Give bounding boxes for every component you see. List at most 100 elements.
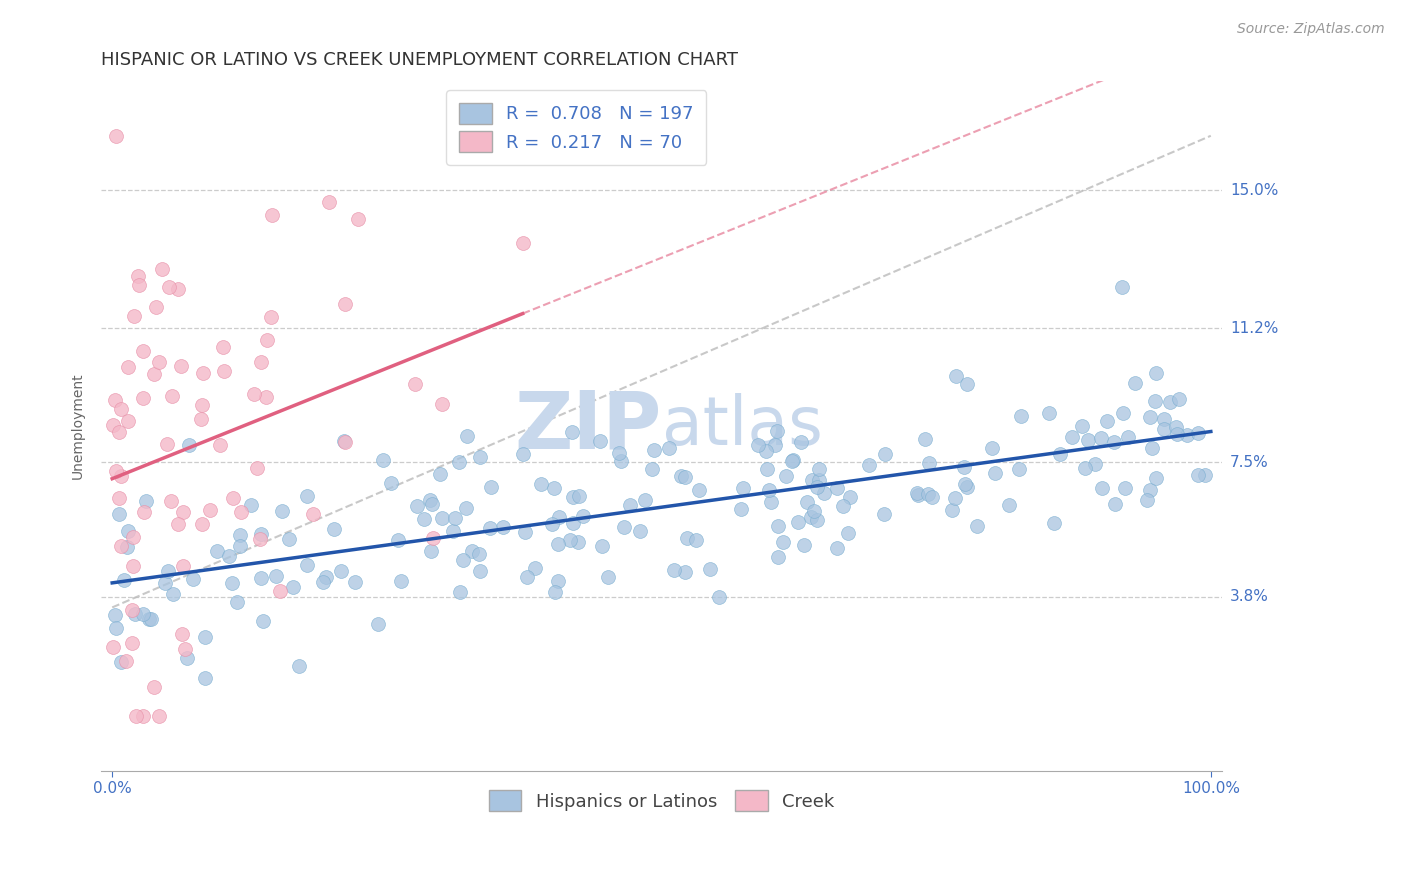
Point xyxy=(1194,467,1216,482)
Point xyxy=(955,377,977,392)
Point xyxy=(157,564,180,578)
Point xyxy=(1175,427,1198,442)
Point xyxy=(1112,406,1135,420)
Point xyxy=(766,550,789,565)
Point xyxy=(249,533,271,547)
Point xyxy=(229,540,252,554)
Point xyxy=(766,424,789,438)
Point xyxy=(162,586,184,600)
Point xyxy=(138,612,160,626)
Point xyxy=(142,367,165,381)
Point xyxy=(122,559,145,574)
Point xyxy=(132,343,155,358)
Point xyxy=(104,393,127,408)
Point xyxy=(429,467,451,481)
Point xyxy=(115,540,138,554)
Point xyxy=(610,454,633,468)
Point xyxy=(449,585,471,599)
Point xyxy=(921,491,943,505)
Point xyxy=(787,515,810,529)
Point xyxy=(127,268,149,283)
Point xyxy=(628,524,651,538)
Point xyxy=(419,493,441,508)
Point xyxy=(591,539,613,553)
Point xyxy=(323,522,346,536)
Point xyxy=(1144,394,1167,409)
Point xyxy=(688,483,710,497)
Point xyxy=(430,510,453,524)
Point xyxy=(166,516,188,531)
Point xyxy=(252,614,274,628)
Point xyxy=(541,516,564,531)
Point xyxy=(160,389,183,403)
Point xyxy=(124,607,146,621)
Point xyxy=(1114,481,1136,495)
Point xyxy=(1111,280,1133,294)
Point xyxy=(561,490,583,504)
Point xyxy=(468,547,491,561)
Text: atlas: atlas xyxy=(661,393,823,459)
Point xyxy=(907,488,929,502)
Point xyxy=(405,499,427,513)
Point xyxy=(1038,406,1060,420)
Point xyxy=(131,709,153,723)
Point xyxy=(312,575,335,590)
Point xyxy=(181,572,204,586)
Point xyxy=(800,510,823,524)
Point xyxy=(454,500,477,515)
Point xyxy=(212,364,235,378)
Point xyxy=(914,432,936,446)
Point xyxy=(104,621,127,635)
Point xyxy=(444,511,467,525)
Point xyxy=(676,531,699,545)
Text: HISPANIC OR LATINO VS CREEK UNEMPLOYMENT CORRELATION CHART: HISPANIC OR LATINO VS CREEK UNEMPLOYMENT… xyxy=(101,51,738,69)
Point xyxy=(966,519,988,533)
Point xyxy=(512,236,534,251)
Point xyxy=(166,282,188,296)
Point xyxy=(567,534,589,549)
Point xyxy=(1070,418,1092,433)
Point xyxy=(132,506,155,520)
Point xyxy=(148,709,170,723)
Point xyxy=(1140,441,1163,455)
Point xyxy=(1102,435,1125,450)
Point xyxy=(172,559,194,574)
Point xyxy=(766,518,789,533)
Point xyxy=(813,486,835,500)
Point xyxy=(755,462,778,476)
Point xyxy=(1168,392,1191,406)
Point xyxy=(277,532,299,546)
Point xyxy=(110,539,132,553)
Point xyxy=(256,334,278,348)
Point xyxy=(128,278,150,293)
Text: 15.0%: 15.0% xyxy=(1230,183,1278,198)
Point xyxy=(1010,409,1032,423)
Point xyxy=(117,414,139,428)
Point xyxy=(543,481,565,495)
Point xyxy=(205,543,228,558)
Y-axis label: Unemployment: Unemployment xyxy=(72,373,86,479)
Point xyxy=(404,377,426,392)
Point xyxy=(782,453,804,467)
Point xyxy=(108,425,131,440)
Point xyxy=(780,454,803,468)
Point xyxy=(516,570,538,584)
Point xyxy=(478,521,501,535)
Point xyxy=(758,483,780,497)
Point xyxy=(297,489,319,503)
Point xyxy=(200,503,222,517)
Point xyxy=(468,565,491,579)
Point xyxy=(104,464,127,478)
Point xyxy=(221,576,243,591)
Text: 7.5%: 7.5% xyxy=(1230,455,1268,470)
Point xyxy=(1084,457,1107,471)
Point xyxy=(115,654,138,668)
Point xyxy=(492,519,515,533)
Point xyxy=(806,480,828,494)
Point xyxy=(673,470,696,484)
Point xyxy=(548,510,571,524)
Point xyxy=(315,570,337,584)
Point xyxy=(447,455,470,469)
Point xyxy=(101,418,124,433)
Point xyxy=(1153,422,1175,436)
